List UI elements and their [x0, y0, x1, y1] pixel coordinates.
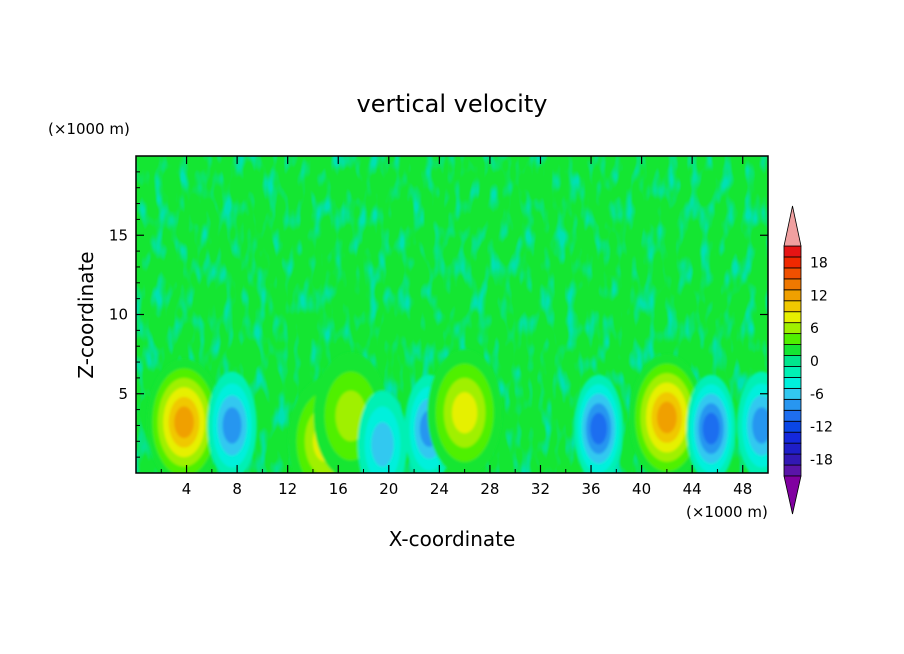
- downdraft-contour: [752, 407, 768, 444]
- x-tick-label: 48: [733, 480, 752, 498]
- colorbar-max-arrow: [783, 205, 802, 247]
- downdraft-cell-10: [686, 374, 736, 473]
- feature-layer: [146, 349, 768, 473]
- plot-area: [135, 155, 769, 474]
- colorbar-tick-label: -18: [810, 453, 833, 469]
- downdraft-contour: [702, 412, 720, 445]
- updraft-contour: [452, 392, 478, 434]
- colorbar-band: [783, 311, 802, 324]
- colorbar-tick-label: 0: [810, 354, 819, 370]
- updraft-contour: [656, 401, 677, 434]
- x-unit-label: (×1000 m): [686, 503, 768, 521]
- x-tick-label: 44: [683, 480, 702, 498]
- colorbar-band: [783, 267, 802, 280]
- downdraft-contour: [222, 407, 242, 444]
- x-tick-label: 24: [430, 480, 449, 498]
- colorbar-band: [783, 256, 802, 269]
- colorbar-band: [783, 245, 802, 258]
- colorbar-tick-label: -12: [810, 420, 833, 436]
- colorbar-band: [783, 355, 802, 367]
- downdraft-contour: [371, 422, 394, 467]
- updraft-cell-7: [427, 349, 502, 473]
- x-tick-label: 20: [379, 480, 398, 498]
- colorbar-min-arrow: [783, 475, 802, 515]
- colorbar-band: [783, 377, 802, 389]
- colorbar-band: [783, 464, 802, 477]
- x-axis-label: X-coordinate: [389, 527, 516, 551]
- colorbar-band: [783, 409, 802, 422]
- x-tick-label: 12: [278, 480, 297, 498]
- y-tick-label: 10: [109, 306, 128, 324]
- colorbar-band: [783, 289, 802, 302]
- colorbar-band: [783, 420, 802, 433]
- downdraft-cell-8: [573, 374, 624, 473]
- x-tick-label: 16: [329, 480, 348, 498]
- colorbar-band: [783, 300, 802, 313]
- colorbar-band: [783, 387, 802, 400]
- colorbar-tick-label: 6: [810, 321, 819, 337]
- downdraft-cell-2: [207, 371, 257, 473]
- downdraft-contour: [590, 412, 608, 445]
- chart-title: vertical velocity: [357, 90, 548, 118]
- colorbar-tick-label: 18: [810, 255, 828, 271]
- colorbar-band: [783, 431, 802, 444]
- y-axis-ticks: 5 10 15: [109, 171, 768, 458]
- x-tick-label: 40: [632, 480, 651, 498]
- x-tick-label: 36: [581, 480, 600, 498]
- x-tick-label: 32: [531, 480, 550, 498]
- y-tick-label: 5: [118, 385, 128, 403]
- colorbar-band: [783, 398, 802, 411]
- colorbar-band: [783, 442, 802, 455]
- colorbar-band: [783, 344, 802, 356]
- updraft-cell-1: [146, 358, 222, 473]
- y-axis-label: Z-coordinate: [74, 251, 98, 378]
- colorbar-band: [783, 333, 802, 345]
- x-tick-label: 28: [480, 480, 499, 498]
- updraft-cell-9: [629, 354, 705, 473]
- colorbar-band: [783, 453, 802, 466]
- y-tick-label: 15: [109, 226, 128, 244]
- y-unit-label: (×1000 m): [48, 120, 130, 138]
- colorbar-band: [783, 366, 802, 378]
- x-tick-label: 8: [232, 480, 242, 498]
- colorbar: 18 12 6 0 -6 -12 -18: [783, 205, 833, 515]
- colorbar-band: [783, 278, 802, 291]
- x-tick-label: 4: [182, 480, 192, 498]
- colorbar-tick-label: -6: [810, 387, 824, 403]
- downdraft-cell-11: [737, 371, 768, 473]
- x-axis-ticks: 4 8 12 16 20 24 28 32 36 40 44 48: [160, 156, 752, 498]
- colorbar-band: [783, 322, 802, 335]
- downdraft-cell-5: [357, 390, 408, 473]
- colorbar-tick-label: 12: [810, 288, 828, 304]
- updraft-contour: [174, 406, 194, 439]
- updraft-contour: [335, 390, 367, 442]
